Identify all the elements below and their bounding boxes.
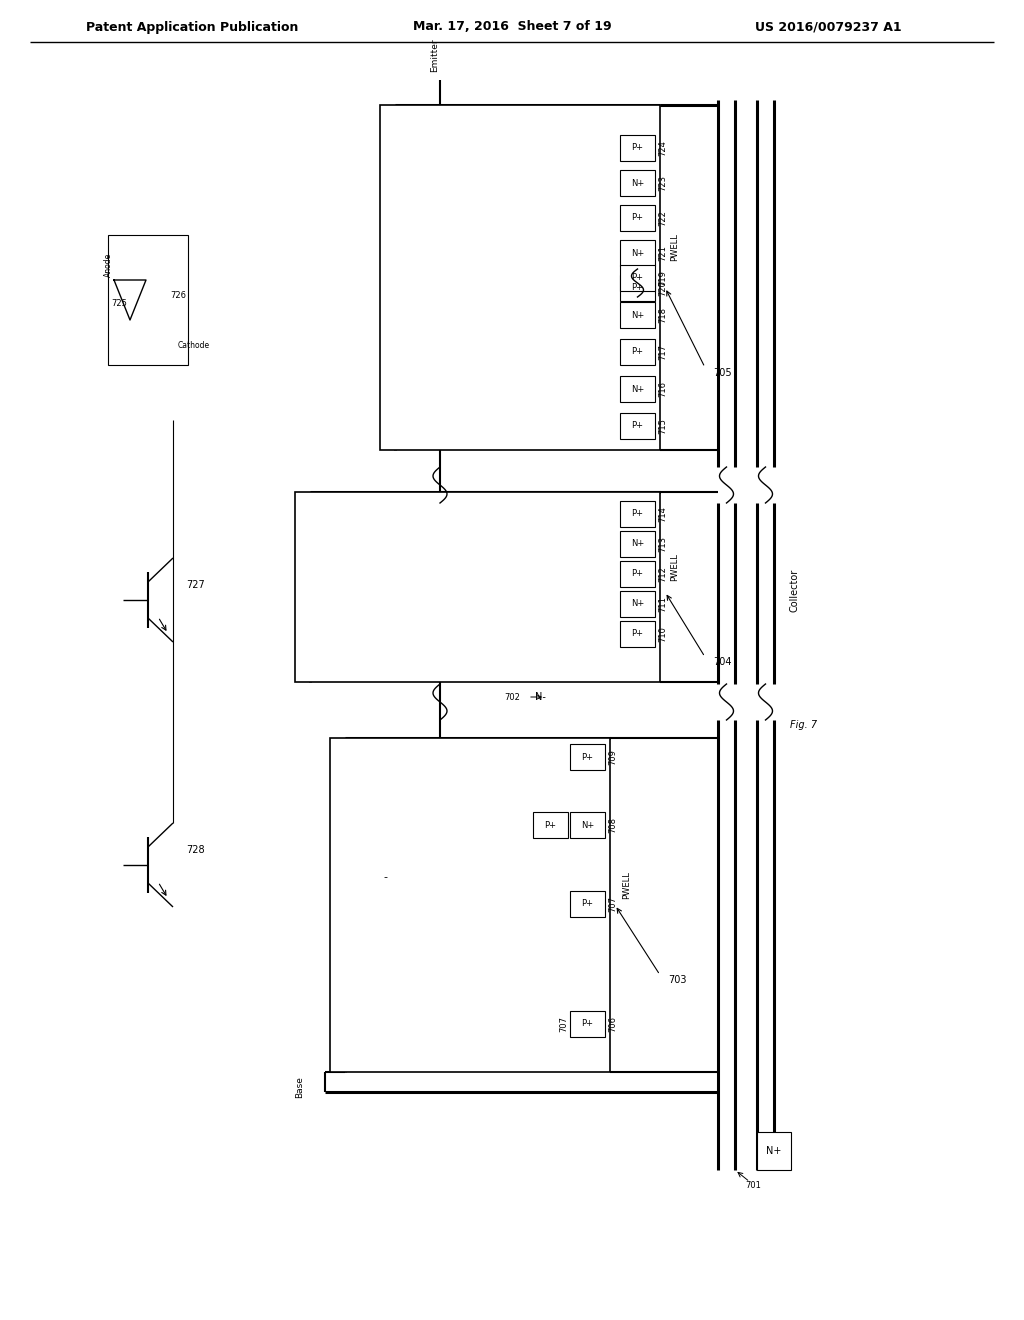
Bar (620, 620, 655, 647)
Text: N-: N- (535, 692, 546, 702)
Bar (620, 135, 655, 161)
Bar (620, 591, 655, 616)
Bar (295, 492, 660, 682)
Bar (570, 744, 605, 770)
Text: 704: 704 (713, 657, 731, 667)
Bar (330, 738, 610, 1072)
Text: N+: N+ (631, 599, 644, 609)
Text: N+: N+ (631, 310, 644, 319)
Text: P+: P+ (632, 214, 643, 223)
Text: P+: P+ (582, 1019, 594, 1028)
Text: -: - (383, 873, 387, 883)
Text: Mar. 17, 2016  Sheet 7 of 19: Mar. 17, 2016 Sheet 7 of 19 (413, 21, 611, 33)
Bar (620, 205, 655, 231)
Text: Cathode: Cathode (178, 341, 210, 350)
Bar (757, 1133, 791, 1170)
Text: 725: 725 (112, 298, 127, 308)
Bar (620, 302, 655, 327)
Text: PWELL: PWELL (671, 234, 680, 261)
Text: P+: P+ (632, 569, 643, 578)
Text: 715: 715 (658, 418, 667, 434)
Bar (570, 1011, 605, 1038)
Text: 723: 723 (658, 176, 667, 191)
Text: Anode: Anode (103, 253, 113, 277)
Text: 713: 713 (658, 536, 667, 552)
Bar (620, 275, 655, 301)
Text: N+: N+ (631, 178, 644, 187)
Text: N+: N+ (581, 821, 594, 829)
Text: 707: 707 (559, 1016, 568, 1032)
Bar (108, 235, 188, 366)
Text: P+: P+ (632, 347, 643, 356)
Text: P+: P+ (632, 510, 643, 519)
Text: N+: N+ (766, 1146, 781, 1156)
Text: 706: 706 (608, 1016, 617, 1032)
Text: N+: N+ (631, 384, 644, 393)
Text: 718: 718 (658, 308, 667, 323)
Text: 714: 714 (658, 506, 667, 521)
Bar (620, 265, 655, 290)
Text: 727: 727 (186, 579, 205, 590)
Text: 701: 701 (745, 1180, 761, 1189)
Text: 703: 703 (668, 975, 686, 985)
Bar (380, 106, 660, 450)
Text: Emitter: Emitter (430, 38, 439, 73)
Text: 711: 711 (658, 597, 667, 612)
Text: PWELL: PWELL (623, 871, 632, 899)
Bar (570, 891, 605, 917)
Bar (620, 376, 655, 403)
Bar (570, 812, 605, 838)
Text: Fig. 7: Fig. 7 (790, 719, 817, 730)
Text: 709: 709 (608, 748, 617, 764)
Text: P+: P+ (632, 284, 643, 293)
Polygon shape (114, 280, 146, 319)
Text: PWELL: PWELL (671, 553, 680, 581)
Bar (620, 240, 655, 267)
Text: N+: N+ (631, 540, 644, 549)
Text: 728: 728 (186, 845, 205, 855)
Text: P+: P+ (545, 821, 556, 829)
Text: 708: 708 (608, 817, 617, 833)
Text: 720: 720 (658, 280, 667, 296)
Text: 722: 722 (658, 210, 667, 226)
Bar (620, 170, 655, 195)
Text: P+: P+ (632, 273, 643, 282)
Text: P+: P+ (582, 752, 594, 762)
Text: Collector: Collector (790, 569, 800, 611)
Text: P+: P+ (632, 144, 643, 153)
Bar (620, 413, 655, 440)
Text: 702: 702 (504, 693, 520, 701)
Text: 710: 710 (658, 626, 667, 642)
Text: Base: Base (296, 1076, 304, 1098)
Text: 719: 719 (658, 271, 667, 286)
Text: N+: N+ (631, 248, 644, 257)
Bar (534, 812, 568, 838)
Text: 705: 705 (713, 367, 731, 378)
Text: 712: 712 (658, 566, 667, 582)
Text: 716: 716 (658, 381, 667, 397)
Text: 721: 721 (658, 246, 667, 261)
Text: US 2016/0079237 A1: US 2016/0079237 A1 (755, 21, 901, 33)
Text: 726: 726 (170, 290, 186, 300)
Bar (620, 339, 655, 366)
Bar (620, 531, 655, 557)
Bar (620, 502, 655, 527)
Text: Patent Application Publication: Patent Application Publication (86, 21, 298, 33)
Text: P+: P+ (632, 421, 643, 430)
Text: 707: 707 (608, 896, 617, 912)
Text: 724: 724 (658, 140, 667, 156)
Bar (620, 561, 655, 587)
Text: 717: 717 (658, 345, 667, 360)
Text: P+: P+ (582, 899, 594, 908)
Text: P+: P+ (632, 630, 643, 639)
